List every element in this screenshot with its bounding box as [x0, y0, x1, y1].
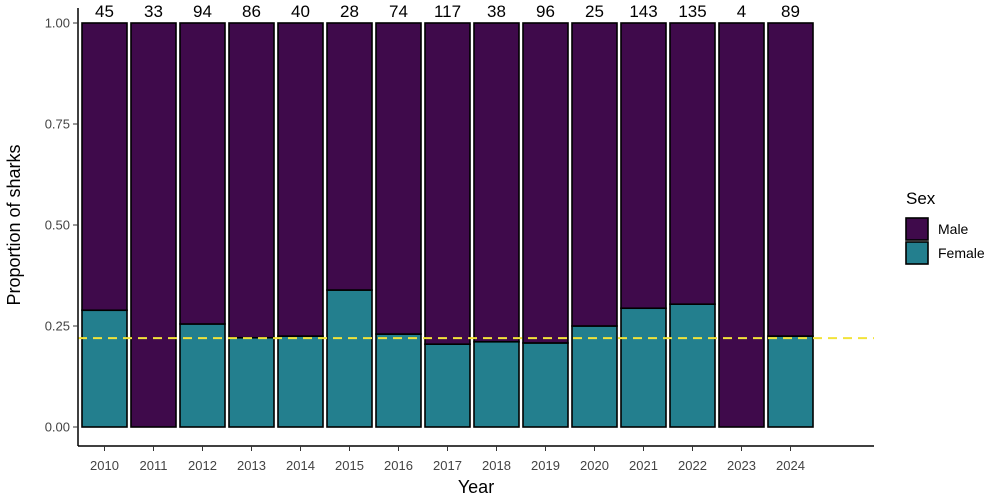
x-tick-label-2023: 2023 [727, 458, 756, 473]
y-axis-title: Proportion of sharks [4, 144, 24, 305]
bar-male-2017 [424, 22, 471, 345]
count-label-2018: 38 [487, 2, 506, 21]
count-label-2021: 143 [629, 2, 657, 21]
count-label-2015: 28 [340, 2, 359, 21]
x-tick-label-2015: 2015 [335, 458, 364, 473]
count-label-2023: 4 [737, 2, 746, 21]
bar-male-2023 [718, 22, 765, 428]
legend-label-male: Male [938, 221, 969, 237]
bar-female-2022 [669, 303, 716, 428]
bar-female-2013 [228, 336, 275, 428]
bar-female-2021 [620, 307, 667, 428]
count-label-2016: 74 [389, 2, 408, 21]
x-tick-label-2013: 2013 [237, 458, 266, 473]
x-tick-label-2016: 2016 [384, 458, 413, 473]
x-tick-label-2017: 2017 [433, 458, 462, 473]
bar-female-2017 [424, 343, 471, 428]
legend: Sex Male Female [905, 189, 985, 265]
bar-female-2010 [81, 309, 128, 428]
x-tick-label-2021: 2021 [629, 458, 658, 473]
bar-male-2010 [81, 22, 128, 312]
count-label-2020: 25 [585, 2, 604, 21]
x-tick-label-2022: 2022 [678, 458, 707, 473]
bar-male-2021 [620, 22, 667, 310]
x-tick-label-2024: 2024 [776, 458, 805, 473]
bar-male-2014 [277, 22, 324, 337]
x-tick-label-2018: 2018 [482, 458, 511, 473]
bar-female-2012 [179, 323, 226, 428]
y-tick-label-0.75: 0.75 [45, 117, 70, 132]
legend-label-female: Female [938, 245, 985, 261]
bar-female-2015 [326, 289, 373, 428]
bar-male-2019 [522, 22, 569, 344]
x-axis-title: Year [458, 477, 494, 497]
y-tick-label-0.00: 0.00 [45, 420, 70, 435]
x-tick-label-2011: 2011 [140, 458, 168, 473]
legend-swatch-female [905, 241, 929, 265]
bar-female-2019 [522, 342, 569, 428]
bar-female-2014 [277, 335, 324, 428]
y-tick-label-1.00: 1.00 [45, 16, 70, 31]
count-label-2010: 45 [95, 2, 114, 21]
bar-male-2011 [130, 22, 177, 428]
count-label-2024: 89 [781, 2, 800, 21]
bar-male-2012 [179, 22, 226, 325]
x-tick-label-2012: 2012 [188, 458, 217, 473]
bar-male-2016 [375, 22, 422, 335]
count-label-2013: 86 [242, 2, 261, 21]
bar-male-2015 [326, 22, 373, 291]
y-tick-label-0.25: 0.25 [45, 319, 70, 334]
bar-male-2018 [473, 22, 520, 343]
legend-title: Sex [906, 189, 936, 208]
count-label-2019: 96 [536, 2, 555, 21]
x-tick-label-2014: 2014 [286, 458, 315, 473]
y-tick-label-0.50: 0.50 [45, 218, 70, 233]
legend-swatch-male [905, 217, 929, 241]
bar-male-2024 [767, 22, 814, 337]
y-ticks-group: 0.00 0.25 0.50 0.75 1.00 [45, 16, 78, 435]
bar-female-2020 [571, 325, 618, 428]
count-label-2017: 117 [434, 2, 461, 21]
bar-female-2024 [767, 335, 814, 428]
count-label-2011: 33 [144, 2, 163, 21]
x-tick-label-2019: 2019 [531, 458, 560, 473]
bar-female-2018 [473, 340, 520, 428]
bar-male-2020 [571, 22, 618, 327]
bars-group [81, 22, 814, 428]
count-labels-group: 45 33 94 86 40 28 74 117 38 96 25 143 135 4 89 [95, 2, 800, 21]
bar-male-2013 [228, 22, 275, 339]
bar-male-2022 [669, 22, 716, 305]
x-ticks-group: 2010 2011 2012 2013 2014 2015 2016 2017 2018 2019… [90, 446, 805, 473]
x-tick-label-2020: 2020 [580, 458, 609, 473]
bar-female-2016 [375, 333, 422, 428]
count-label-2014: 40 [291, 2, 310, 21]
count-label-2022: 135 [678, 2, 706, 21]
x-tick-label-2010: 2010 [90, 458, 119, 473]
count-label-2012: 94 [193, 2, 212, 21]
